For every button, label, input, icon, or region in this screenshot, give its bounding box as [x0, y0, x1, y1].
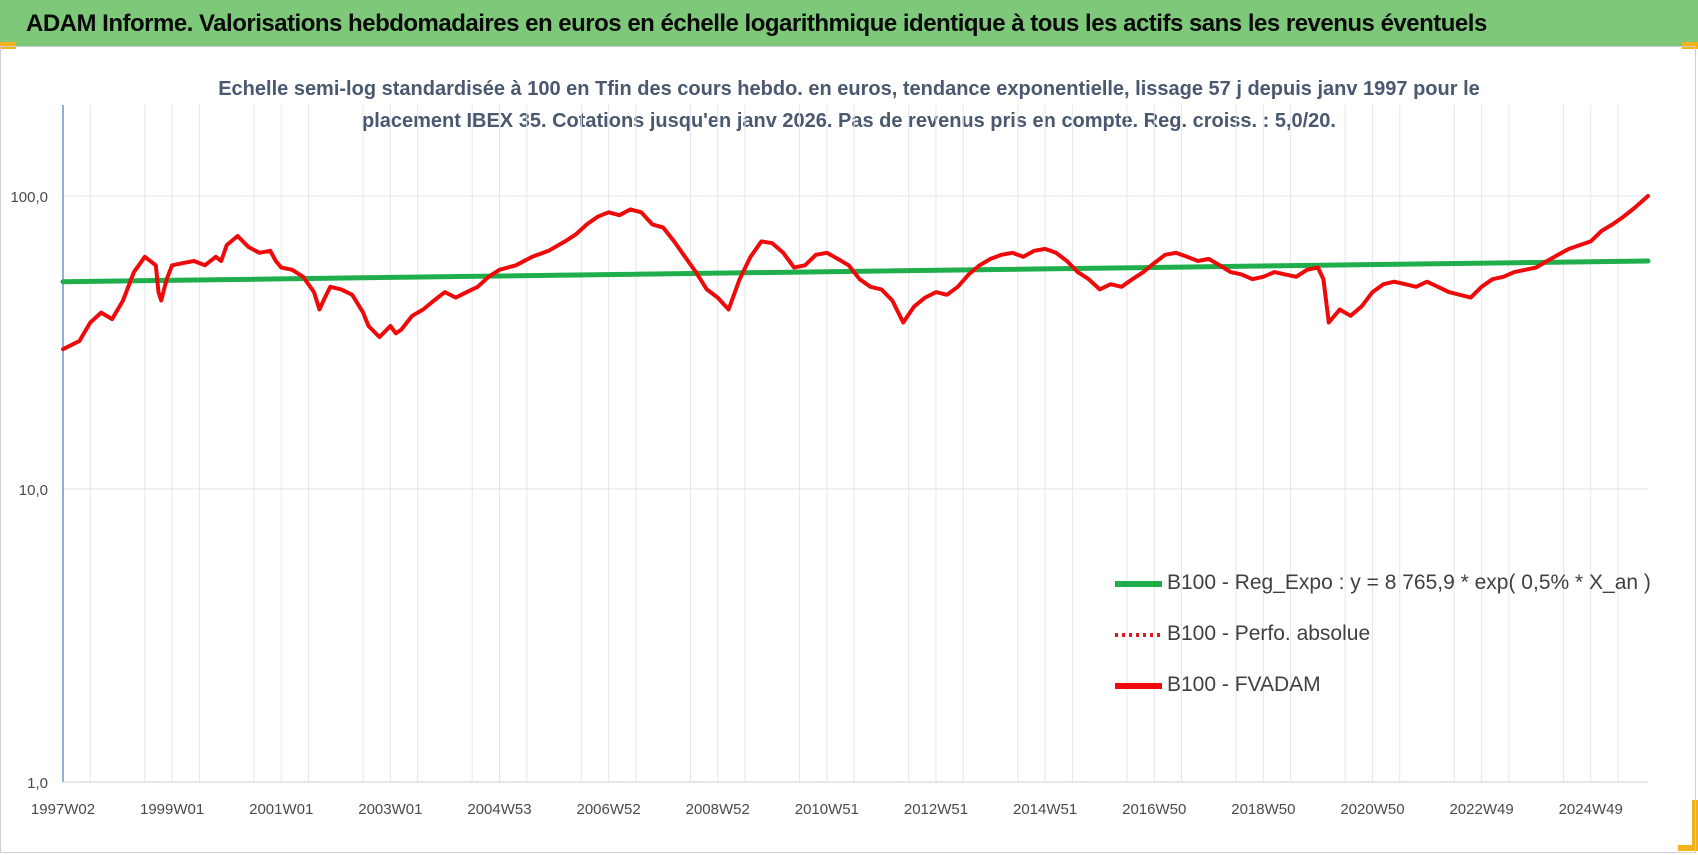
x-tick-label: 2020W50	[1340, 801, 1404, 818]
x-tick-label: 2016W50	[1122, 801, 1186, 818]
x-tick-label: 2022W49	[1449, 801, 1513, 818]
x-tick-label: 2012W51	[904, 801, 968, 818]
x-tick-label: 2004W53	[467, 801, 531, 818]
x-tick-label: 2003W01	[358, 801, 422, 818]
axis-layer	[62, 105, 1648, 783]
grid-layer	[62, 105, 1648, 783]
x-tick-label: 1999W01	[140, 801, 204, 818]
x-tick-label: 2018W50	[1231, 801, 1295, 818]
corner-marker-bottom-right-h	[1678, 845, 1698, 851]
y-tick-label: 100,0	[10, 189, 48, 206]
y-tick-label: 1,0	[27, 775, 48, 792]
chart-title-line-2: placement IBEX 35. Cotations jusqu'en ja…	[361, 110, 1336, 132]
legend-label-perfo-absolue: B100 - Perfo. absolue	[1167, 622, 1371, 645]
corner-marker-top-left	[0, 42, 16, 49]
chart-area	[0, 46, 1696, 853]
title-banner: ADAM Informe. Valorisations hebdomadaire…	[0, 0, 1698, 46]
legend-label-fvadam: B100 - FVADAM	[1167, 673, 1321, 696]
legend-label-reg-expo: B100 - Reg_Expo : y = 8 765,9 * exp( 0,5…	[1167, 571, 1651, 594]
chart-title-line-1: Echelle semi-log standardisée à 100 en T…	[218, 78, 1480, 100]
x-tick-label: 2014W51	[1013, 801, 1077, 818]
x-tick-label: 2006W52	[577, 801, 641, 818]
page-title: ADAM Informe. Valorisations hebdomadaire…	[26, 10, 1487, 37]
x-tick-label: 2008W52	[686, 801, 750, 818]
x-tick-label: 2024W49	[1559, 801, 1623, 818]
series-line-2	[61, 194, 1650, 352]
x-tick-label: 2010W51	[795, 801, 859, 818]
series-layer	[60, 194, 1651, 352]
x-tick-label: 2001W01	[249, 801, 313, 818]
x-tick-label: 1997W02	[31, 801, 95, 818]
corner-marker-top-right	[1682, 42, 1698, 49]
tick-labels: 1,0 10,0 100,0 1997W02 1999W01 2001W01 2003W01…	[10, 189, 1622, 818]
y-tick-label: 10,0	[19, 482, 48, 499]
